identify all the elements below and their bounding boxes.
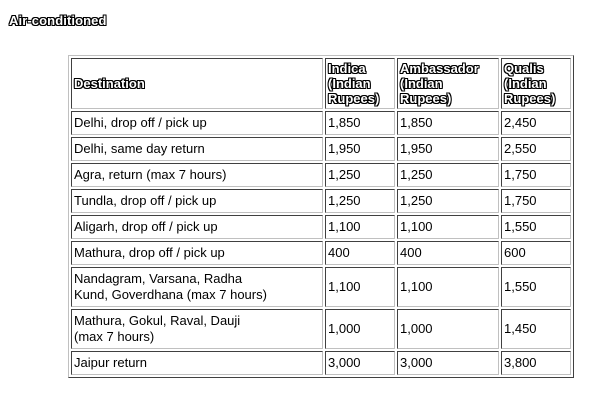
cell-destination: Jaipur return <box>71 351 323 375</box>
table-row: Aligarh, drop off / pick up 1,100 1,100 … <box>71 215 571 239</box>
cell-destination: Mathura, Gokul, Raval, Dauji (max 7 hour… <box>71 309 323 349</box>
header-qualis-line: (Indian <box>504 76 568 91</box>
cell-ambassador: 1,850 <box>397 111 499 135</box>
cell-destination: Nandagram, Varsana, Radha Kund, Goverdha… <box>71 267 323 307</box>
cell-qualis: 1,750 <box>501 163 571 187</box>
header-qualis: Qualis (Indian Rupees) <box>501 58 571 109</box>
cell-indica: 1,950 <box>325 137 395 161</box>
table-row: Tundla, drop off / pick up 1,250 1,250 1… <box>71 189 571 213</box>
cell-destination: Delhi, drop off / pick up <box>71 111 323 135</box>
header-destination-label: Destination <box>74 76 320 91</box>
cell-ambassador: 1,250 <box>397 189 499 213</box>
header-ambassador-line: Ambassador <box>400 61 496 76</box>
header-indica-line: Rupees) <box>328 91 392 106</box>
destination-line: Kund, Goverdhana (max 7 hours) <box>74 287 320 303</box>
cell-indica: 1,100 <box>325 215 395 239</box>
destination-line: Agra, return (max 7 hours) <box>74 167 320 183</box>
cell-indica: 3,000 <box>325 351 395 375</box>
table-row: Delhi, same day return 1,950 1,950 2,550 <box>71 137 571 161</box>
cell-indica: 400 <box>325 241 395 265</box>
cell-indica: 1,100 <box>325 267 395 307</box>
header-ambassador-line: Rupees) <box>400 91 496 106</box>
cell-qualis: 2,550 <box>501 137 571 161</box>
cell-qualis: 1,450 <box>501 309 571 349</box>
cell-ambassador: 3,000 <box>397 351 499 375</box>
destination-line: Tundla, drop off / pick up <box>74 193 320 209</box>
header-ambassador-line: (Indian <box>400 76 496 91</box>
cell-qualis: 600 <box>501 241 571 265</box>
cell-ambassador: 1,950 <box>397 137 499 161</box>
cell-ambassador: 400 <box>397 241 499 265</box>
table-row: Agra, return (max 7 hours) 1,250 1,250 1… <box>71 163 571 187</box>
cell-ambassador: 1,100 <box>397 267 499 307</box>
cell-indica: 1,000 <box>325 309 395 349</box>
header-ambassador: Ambassador (Indian Rupees) <box>397 58 499 109</box>
table-row: Jaipur return 3,000 3,000 3,800 <box>71 351 571 375</box>
cell-qualis: 3,800 <box>501 351 571 375</box>
cell-qualis: 1,550 <box>501 267 571 307</box>
cell-qualis: 1,750 <box>501 189 571 213</box>
destination-line: Mathura, drop off / pick up <box>74 245 320 261</box>
cell-destination: Tundla, drop off / pick up <box>71 189 323 213</box>
cell-qualis: 2,450 <box>501 111 571 135</box>
destination-line: Delhi, same day return <box>74 141 320 157</box>
header-destination: Destination <box>71 58 323 109</box>
cell-ambassador: 1,100 <box>397 215 499 239</box>
fare-table: Destination Indica (Indian Rupees) Ambas… <box>68 55 574 378</box>
cell-destination: Mathura, drop off / pick up <box>71 241 323 265</box>
cell-destination: Aligarh, drop off / pick up <box>71 215 323 239</box>
destination-line: Jaipur return <box>74 355 320 371</box>
cell-ambassador: 1,000 <box>397 309 499 349</box>
table-header-row: Destination Indica (Indian Rupees) Ambas… <box>71 58 571 109</box>
header-indica: Indica (Indian Rupees) <box>325 58 395 109</box>
cell-destination: Delhi, same day return <box>71 137 323 161</box>
destination-line: Aligarh, drop off / pick up <box>74 219 320 235</box>
cell-indica: 1,250 <box>325 163 395 187</box>
cell-destination: Agra, return (max 7 hours) <box>71 163 323 187</box>
section-title: Air-conditioned <box>9 13 107 28</box>
destination-line: (max 7 hours) <box>74 329 320 345</box>
table-row: Mathura, drop off / pick up 400 400 600 <box>71 241 571 265</box>
cell-indica: 1,250 <box>325 189 395 213</box>
cell-qualis: 1,550 <box>501 215 571 239</box>
header-indica-line: Indica <box>328 61 392 76</box>
header-qualis-line: Rupees) <box>504 91 568 106</box>
header-qualis-line: Qualis <box>504 61 568 76</box>
table-row: Delhi, drop off / pick up 1,850 1,850 2,… <box>71 111 571 135</box>
destination-line: Mathura, Gokul, Raval, Dauji <box>74 313 320 329</box>
destination-line: Delhi, drop off / pick up <box>74 115 320 131</box>
cell-indica: 1,850 <box>325 111 395 135</box>
header-indica-line: (Indian <box>328 76 392 91</box>
table-row: Nandagram, Varsana, Radha Kund, Goverdha… <box>71 267 571 307</box>
destination-line: Nandagram, Varsana, Radha <box>74 271 320 287</box>
table-row: Mathura, Gokul, Raval, Dauji (max 7 hour… <box>71 309 571 349</box>
cell-ambassador: 1,250 <box>397 163 499 187</box>
